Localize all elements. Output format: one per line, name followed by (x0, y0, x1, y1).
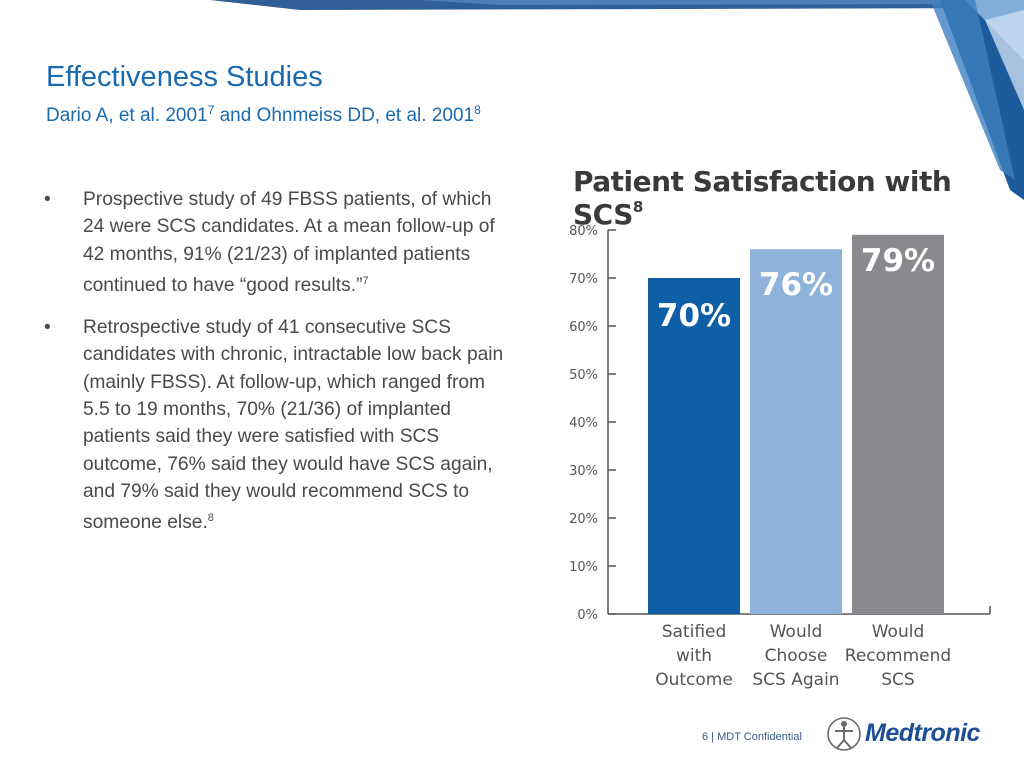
bar-value-label: 70% (657, 298, 731, 334)
x-category-label: Would (872, 622, 925, 642)
y-tick-label: 70% (569, 272, 598, 287)
y-tick-label: 40% (569, 416, 598, 431)
x-category-label: Recommend (845, 646, 951, 666)
bar (852, 234, 944, 615)
subtitle-ref-1: 7 (207, 103, 215, 117)
x-category-label: Choose (765, 646, 828, 666)
page-number: 6 (702, 731, 709, 743)
slide-title: Effectiveness Studies (46, 61, 323, 93)
bullet-text: Retrospective study of 41 consecutive SC… (83, 317, 504, 534)
y-tick-label: 20% (569, 512, 598, 527)
slide-subtitle: Dario A, et al. 20017 and Ohnmeiss DD, e… (46, 103, 481, 127)
medtronic-logo-icon (827, 717, 861, 751)
bar-value-label: 76% (759, 267, 833, 303)
chart-title-ref: 8 (632, 198, 643, 216)
bar (750, 249, 842, 614)
y-tick-label: 60% (569, 320, 598, 335)
y-tick-label: 30% (569, 464, 598, 479)
subtitle-text-1: Dario A, et al. 2001 (46, 105, 208, 126)
y-tick-label: 10% (569, 560, 598, 575)
x-category-label: with (676, 646, 712, 666)
bullet-ref: 8 (207, 512, 214, 525)
bar (648, 278, 740, 614)
x-category-label: Satified (662, 622, 727, 642)
satisfaction-bar-chart: 0% 10% 20% 30% 40% 50% 60% 70% 80% 70% Satified wit… (569, 224, 991, 690)
chart-title: Patient Satisfaction with SCS8 (573, 165, 1024, 231)
subtitle-text-2: and Ohnmeiss DD, et al. 2001 (214, 105, 475, 126)
confidential-label: MDT Confidential (717, 731, 802, 743)
footer-confidential: 6 | MDT Confidential (702, 731, 802, 743)
bullet-text: Prospective study of 49 FBSS patients, o… (83, 189, 495, 296)
bullet-marker: • (44, 317, 51, 339)
medtronic-logo-text: Medtronic (865, 719, 980, 747)
bar-value-label: 79% (861, 243, 935, 279)
bullet-item: • Retrospective study of 41 consecutive S… (44, 314, 514, 536)
bullet-item: • Prospective study of 49 FBSS patients, … (44, 186, 514, 299)
subtitle-ref-2: 8 (474, 103, 481, 117)
x-category-label: SCS Again (752, 670, 839, 690)
x-category-label: Outcome (655, 670, 733, 690)
y-tick-label: 50% (569, 368, 598, 383)
chart-title-text: Patient Satisfaction with SCS (573, 165, 952, 231)
corner-decoration (210, 0, 1024, 200)
footer-separator: | (708, 731, 718, 743)
bullet-list: • Prospective study of 49 FBSS patients, … (44, 186, 514, 552)
y-tick-label: 0% (577, 608, 598, 623)
y-tick-label: 80% (569, 224, 598, 239)
bullet-marker: • (44, 189, 51, 210)
x-category-label: Would (770, 622, 823, 642)
bullet-ref: 7 (362, 274, 369, 287)
x-category-label: SCS (881, 670, 914, 690)
